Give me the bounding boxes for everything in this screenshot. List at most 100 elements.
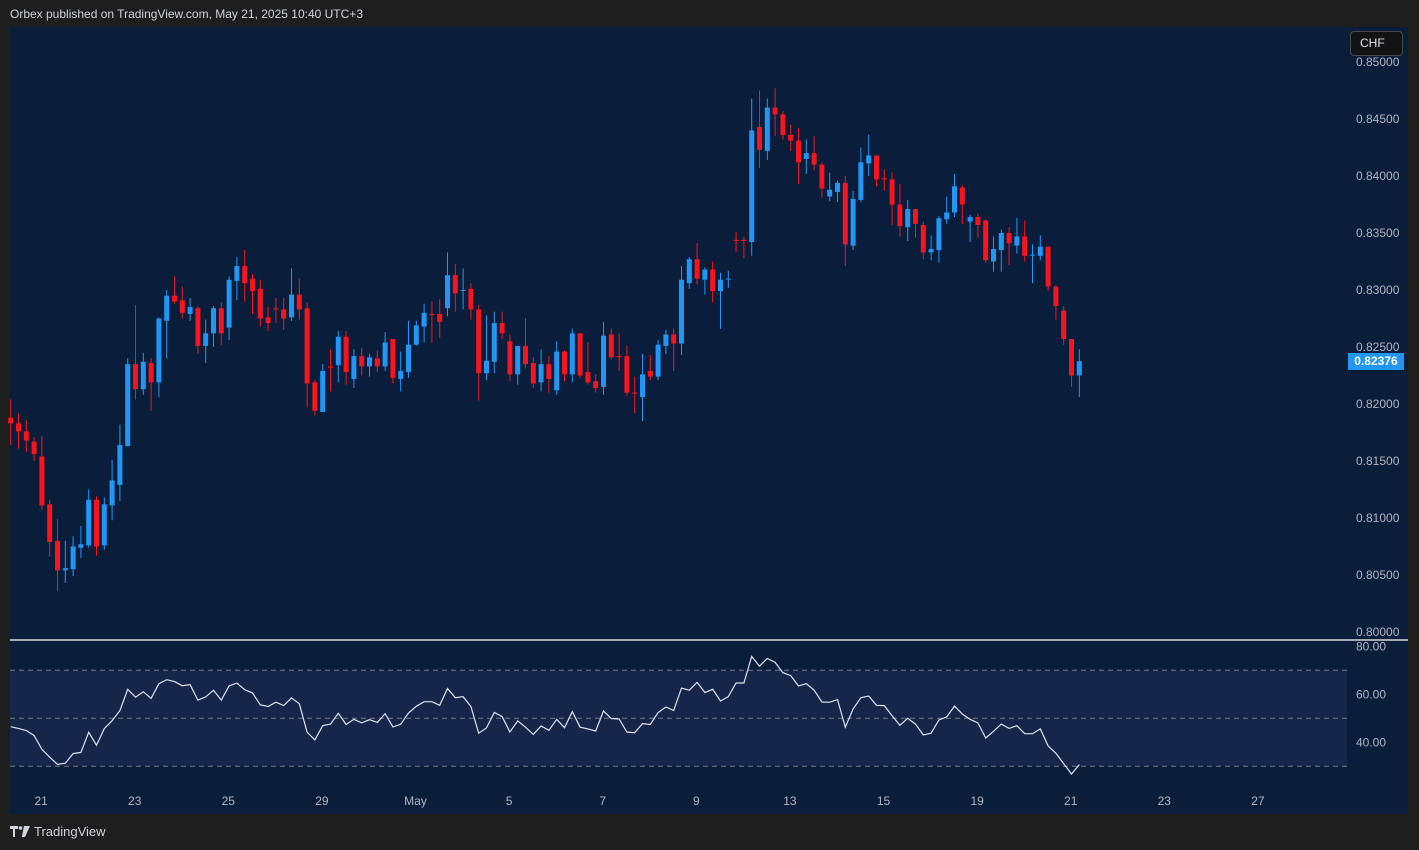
candle-body xyxy=(140,361,146,390)
candle-body xyxy=(944,212,950,220)
time-tick-label: 7 xyxy=(599,794,606,808)
candle-body xyxy=(250,278,255,292)
candle-body xyxy=(195,308,201,346)
candle-body xyxy=(133,364,138,390)
candle-body xyxy=(710,269,716,292)
candle xyxy=(406,320,411,378)
candle-body xyxy=(351,356,357,379)
candle xyxy=(242,250,248,302)
candle-body xyxy=(655,344,661,377)
candle xyxy=(889,172,895,226)
candle xyxy=(983,219,989,263)
tradingview-footer[interactable]: TradingView xyxy=(10,824,106,839)
candle-body xyxy=(312,382,318,411)
candle xyxy=(546,356,552,393)
candle-body xyxy=(289,294,294,318)
candle xyxy=(601,321,606,395)
candle-body xyxy=(913,209,918,224)
price-axis[interactable]: 0.85000 0.84500 0.84000 0.83500 0.83000 0.825… xyxy=(1356,55,1400,749)
candles xyxy=(8,88,1082,591)
candle-body xyxy=(780,114,786,135)
price-tick-label: 0.84500 xyxy=(1356,112,1400,126)
candle xyxy=(421,303,427,343)
candle-body xyxy=(1022,236,1028,256)
brand-name: TradingView xyxy=(34,824,106,839)
candle xyxy=(796,128,801,184)
candle-body xyxy=(109,480,115,506)
time-tick-label: 23 xyxy=(1158,794,1172,808)
candle-body xyxy=(257,288,263,319)
candle-body xyxy=(866,155,872,164)
candle-body xyxy=(413,325,419,345)
candle-body xyxy=(273,308,279,310)
candle-body xyxy=(437,313,443,322)
candle-body xyxy=(835,182,840,192)
rsi-band xyxy=(10,669,1347,767)
candle xyxy=(94,496,99,556)
candle-body xyxy=(827,189,833,197)
candle xyxy=(811,136,817,171)
candle-body xyxy=(694,259,700,279)
candle-body xyxy=(749,130,755,243)
candle-body xyxy=(741,239,747,241)
candle-body xyxy=(16,423,21,432)
candle-body xyxy=(772,107,778,115)
candle-body xyxy=(421,312,427,327)
candle xyxy=(975,213,981,238)
candle-body xyxy=(218,308,224,334)
candle-body xyxy=(842,182,848,245)
candle xyxy=(679,266,684,355)
time-axis[interactable]: 21 23 25 29 May 5 7 9 13 15 19 21 23 27 xyxy=(34,794,1264,808)
candle-body xyxy=(874,155,879,180)
candle-body xyxy=(335,336,341,366)
candle-body xyxy=(569,333,575,375)
time-tick-label: 13 xyxy=(783,794,797,808)
time-tick-label: 21 xyxy=(34,794,48,808)
candle-body xyxy=(538,364,544,383)
candle-body xyxy=(647,370,653,377)
time-tick-label: 15 xyxy=(877,794,891,808)
candle xyxy=(866,134,872,176)
candle xyxy=(257,279,263,327)
candle-body xyxy=(304,308,310,384)
candle-body xyxy=(390,339,396,378)
candle-body xyxy=(640,374,645,398)
candle-body xyxy=(460,290,466,291)
candle xyxy=(203,319,209,363)
candle-body xyxy=(8,417,14,424)
candle xyxy=(928,235,934,261)
candle-body xyxy=(788,134,794,141)
candle-body xyxy=(803,153,809,159)
candle xyxy=(686,256,692,289)
rsi-line xyxy=(10,655,1080,775)
candle-body xyxy=(468,288,474,310)
candle-body xyxy=(406,344,411,373)
currency-badge[interactable]: CHF xyxy=(1350,31,1403,56)
time-tick-label: 25 xyxy=(222,794,236,808)
candle-body xyxy=(850,198,856,246)
last-price-label: 0.82376 xyxy=(1348,353,1404,370)
price-tick-label: 0.84000 xyxy=(1356,169,1400,183)
candle-body xyxy=(484,360,489,374)
candle xyxy=(585,342,591,385)
price-tick-label: 0.83500 xyxy=(1356,226,1400,240)
candle-body xyxy=(733,239,739,241)
candle-body xyxy=(998,233,1004,251)
candle-body xyxy=(125,364,131,447)
candle xyxy=(764,98,770,161)
candle-body xyxy=(624,356,630,393)
candle xyxy=(1030,244,1035,284)
candle-body xyxy=(764,107,770,151)
candle-body xyxy=(1045,246,1051,287)
candle xyxy=(367,353,372,377)
candle xyxy=(452,263,458,312)
candle-body xyxy=(671,334,677,344)
candle-body xyxy=(507,341,513,375)
candle-body xyxy=(86,499,92,546)
candle-body xyxy=(554,351,560,391)
time-tick-label: 27 xyxy=(1251,794,1265,808)
candle xyxy=(913,209,918,238)
candle xyxy=(725,270,731,288)
candle xyxy=(655,340,661,381)
